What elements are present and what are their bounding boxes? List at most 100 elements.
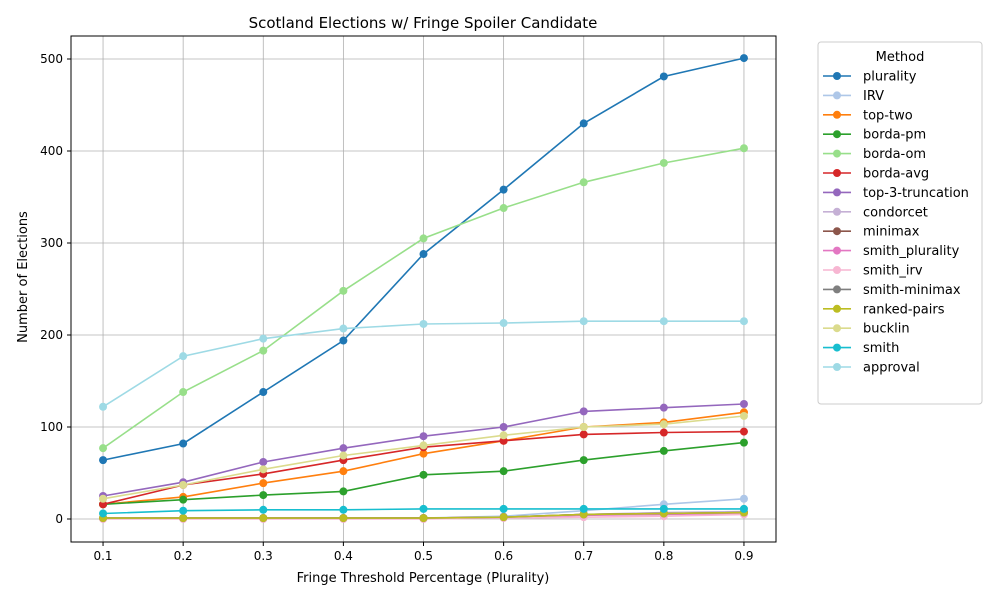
data-point bbox=[259, 346, 268, 355]
data-point bbox=[499, 504, 508, 513]
data-point bbox=[259, 388, 268, 397]
chart-title: Scotland Elections w/ Fringe Spoiler Can… bbox=[249, 14, 598, 32]
data-point bbox=[659, 72, 668, 81]
data-point bbox=[99, 456, 108, 465]
data-point bbox=[499, 319, 508, 328]
data-point bbox=[339, 467, 348, 476]
data-point bbox=[179, 480, 188, 489]
data-point bbox=[179, 388, 188, 397]
data-point bbox=[179, 352, 188, 361]
data-point bbox=[259, 334, 268, 343]
legend-label: IRV bbox=[863, 89, 884, 104]
data-point bbox=[99, 509, 108, 518]
data-point bbox=[179, 506, 188, 515]
legend-label: smith bbox=[863, 341, 899, 356]
legend-marker bbox=[833, 207, 841, 216]
legend-item-borda-om: borda-om bbox=[823, 147, 926, 162]
legend-item-plurality: plurality bbox=[823, 70, 917, 85]
y-tick-label: 200 bbox=[40, 328, 63, 342]
data-point bbox=[99, 444, 108, 453]
legend-item-smith: smith bbox=[823, 341, 899, 356]
data-point bbox=[419, 514, 428, 523]
data-point bbox=[739, 504, 748, 513]
data-point bbox=[419, 441, 428, 450]
y-tick-label: 0 bbox=[55, 512, 63, 526]
legend-label: approval bbox=[863, 361, 920, 376]
legend-marker bbox=[833, 227, 841, 236]
data-point bbox=[499, 204, 508, 213]
x-tick-label: 0.5 bbox=[414, 549, 433, 563]
legend-item-smith_plurality: smith_plurality bbox=[823, 244, 960, 259]
data-point bbox=[579, 119, 588, 128]
series-bucklin bbox=[99, 411, 748, 503]
data-point bbox=[419, 449, 428, 458]
data-point bbox=[419, 319, 428, 328]
series-borda-om bbox=[99, 144, 748, 453]
legend-item-borda-pm: borda-pm bbox=[823, 128, 926, 143]
data-point bbox=[99, 494, 108, 503]
legend-label: condorcet bbox=[863, 205, 928, 220]
data-point bbox=[99, 500, 108, 509]
data-point bbox=[499, 431, 508, 440]
legend-box bbox=[817, 41, 983, 405]
data-point bbox=[499, 423, 508, 431]
legend-marker bbox=[833, 304, 841, 313]
legend-marker bbox=[833, 266, 841, 274]
legend-items: plurality IRV top-two borda-pm borda-om borda… bbox=[823, 70, 969, 376]
data-point bbox=[579, 430, 588, 439]
legend-label: smith_irv bbox=[863, 264, 923, 279]
data-point bbox=[259, 479, 268, 488]
data-series bbox=[99, 54, 748, 523]
legend-marker bbox=[833, 110, 841, 119]
legend-item-minimax: minimax bbox=[823, 225, 920, 240]
legend-label: smith_plurality bbox=[863, 244, 960, 259]
data-point bbox=[739, 438, 748, 447]
data-point bbox=[419, 234, 428, 243]
data-point bbox=[659, 446, 668, 455]
data-point bbox=[339, 487, 348, 496]
data-point bbox=[339, 336, 348, 345]
data-point bbox=[99, 402, 108, 411]
data-point bbox=[339, 286, 348, 295]
data-point bbox=[579, 504, 588, 513]
legend-marker bbox=[833, 130, 841, 139]
series-top-3-truncation bbox=[99, 400, 748, 500]
data-point bbox=[579, 456, 588, 465]
legend: Method plurality IRV top-two borda-pm borda-… bbox=[817, 41, 983, 405]
legend-marker bbox=[833, 363, 841, 371]
legend-label: borda-om bbox=[863, 147, 926, 162]
series-smith bbox=[99, 504, 748, 518]
data-point bbox=[579, 407, 588, 416]
data-point bbox=[259, 457, 268, 466]
legend-marker bbox=[833, 246, 841, 255]
legend-label: bucklin bbox=[863, 322, 910, 337]
legend-label: plurality bbox=[863, 70, 917, 85]
data-point bbox=[739, 400, 748, 408]
data-point bbox=[739, 144, 748, 153]
data-point bbox=[179, 439, 188, 448]
data-point bbox=[179, 495, 188, 504]
data-point bbox=[259, 514, 268, 523]
data-point bbox=[419, 470, 428, 479]
legend-item-IRV: IRV bbox=[823, 89, 884, 104]
data-point bbox=[739, 54, 748, 63]
data-point bbox=[659, 420, 668, 429]
legend-item-condorcet: condorcet bbox=[823, 205, 928, 220]
legend-item-borda-avg: borda-avg bbox=[823, 167, 929, 182]
data-point bbox=[419, 432, 428, 441]
legend-label: borda-avg bbox=[863, 167, 929, 182]
x-tick-label: 0.4 bbox=[334, 549, 353, 563]
data-point bbox=[659, 317, 668, 326]
x-tick-label: 0.2 bbox=[174, 549, 193, 563]
x-tick-label: 0.6 bbox=[494, 549, 513, 563]
data-point bbox=[419, 250, 428, 259]
data-point bbox=[339, 451, 348, 460]
legend-item-top-two: top-two bbox=[823, 108, 913, 123]
series-approval bbox=[99, 317, 748, 411]
data-point bbox=[739, 317, 748, 326]
data-point bbox=[579, 510, 588, 519]
data-point bbox=[499, 185, 508, 194]
legend-marker bbox=[833, 169, 841, 177]
data-point bbox=[499, 467, 508, 476]
data-point bbox=[419, 504, 428, 513]
